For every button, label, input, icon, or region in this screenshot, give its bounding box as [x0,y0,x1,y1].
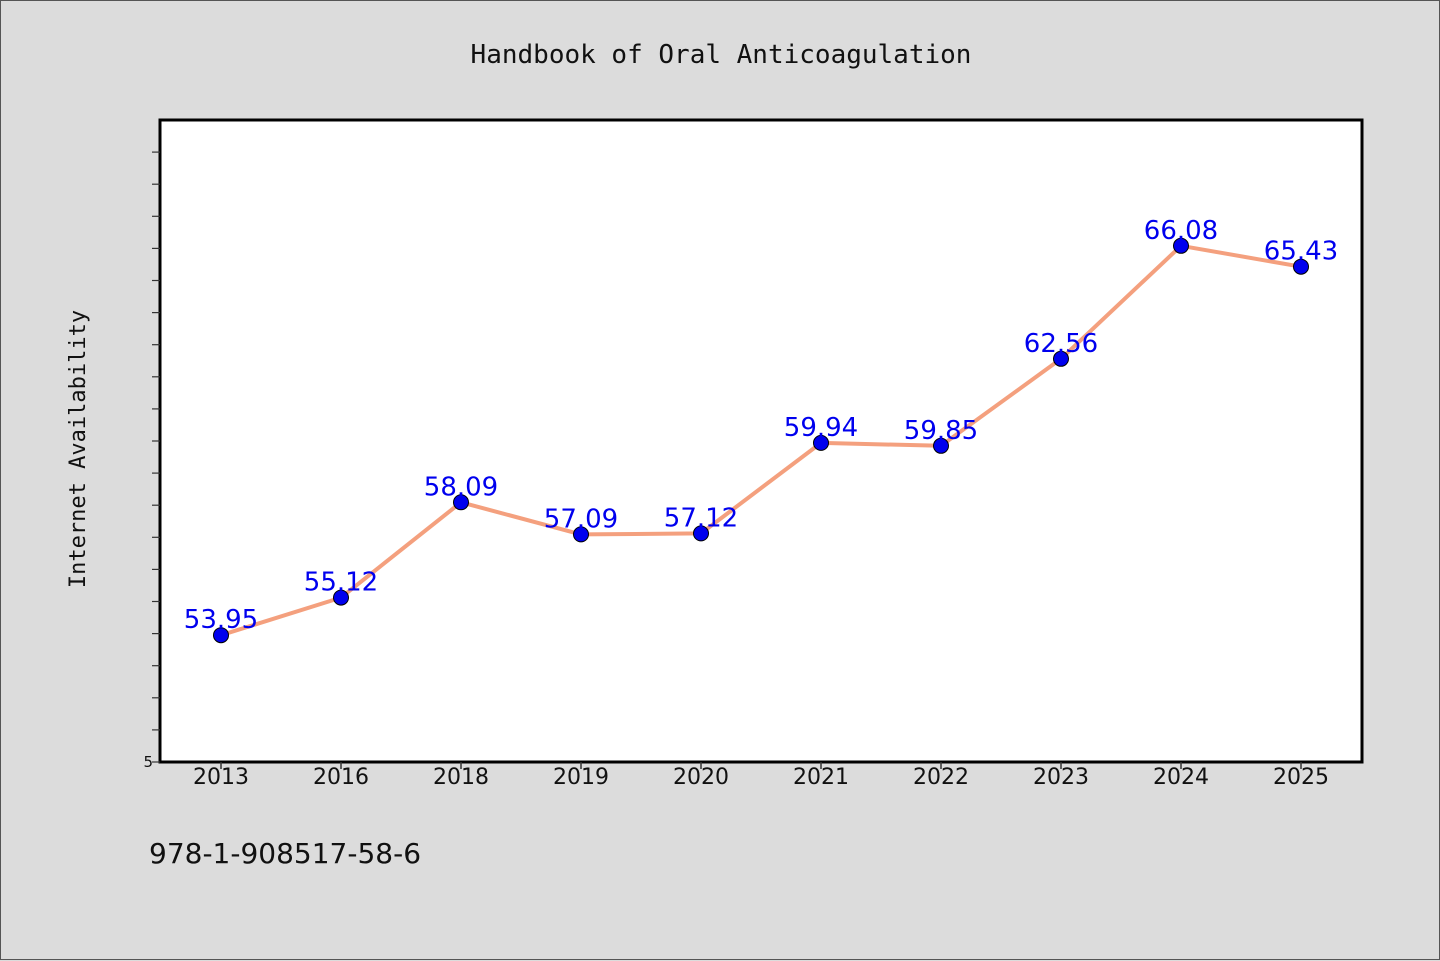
data-label: 55.12 [304,568,378,598]
data-label: 57.12 [664,503,738,533]
isbn-annotation: 978-1-908517-58-6 [149,837,421,870]
data-label: 53.95 [184,605,258,635]
data-label: 65.43 [1264,237,1338,267]
data-point [1173,237,1189,254]
data-point [693,525,709,542]
data-point [333,589,349,606]
y-axis-label: Internet Availability [66,310,91,588]
x-tick-label: 2018 [433,765,489,790]
y-tick-label: 5 [143,753,153,771]
x-tick-label: 2021 [793,765,849,790]
data-label: 57.09 [544,504,618,534]
series-line-group: 53.95 55.12 58.09 57.09 57.12 59.94 59.85 62.56… [184,216,1338,644]
data-label: 59.94 [784,413,858,443]
x-tick-label: 2025 [1273,765,1329,790]
x-tick-label: 2016 [313,765,369,790]
data-point [213,627,229,644]
chart-title: Handbook of Oral Anticoagulation [471,40,972,70]
data-point [573,526,589,543]
series-line [219,243,1303,638]
data-label: 59.85 [904,416,978,446]
x-tick-label: 2020 [673,765,729,790]
x-tick-label: 2023 [1033,765,1089,790]
data-point [1293,258,1309,275]
x-tick-label: 2019 [553,765,609,790]
data-label: 62.56 [1024,329,1098,359]
data-point [933,437,949,454]
data-label: 66.08 [1144,216,1218,246]
plot-area [158,118,1364,764]
x-tick-label: 2024 [1153,765,1209,790]
x-axis-ticks: 2013 2016 2018 2019 2020 2021 2022 2023 2024 2025 [193,762,1329,790]
data-point [1053,350,1069,367]
data-point [813,434,829,451]
y-axis-ticks [152,151,160,763]
data-point [453,494,469,511]
data-label: 58.09 [424,472,498,502]
x-tick-label: 2022 [913,765,969,790]
x-tick-label: 2013 [193,765,249,790]
